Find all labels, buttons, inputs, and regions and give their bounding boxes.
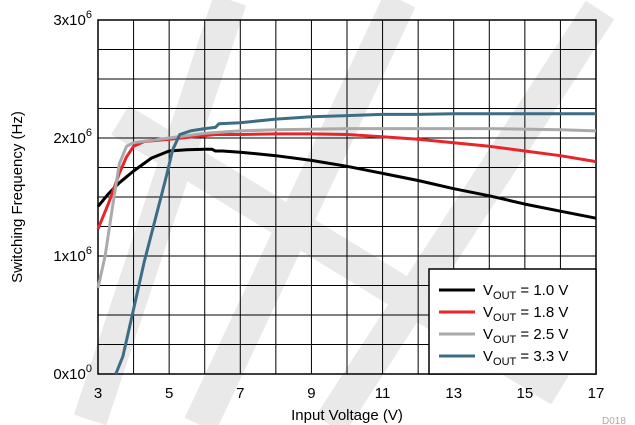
legend-label: VOUT = 1.0 V xyxy=(483,282,568,302)
x-tick-labels: 3 5 7 9 11 13 15 17 xyxy=(94,385,605,402)
series-line-2 xyxy=(96,132,597,230)
x-tick-label: 9 xyxy=(307,385,315,402)
x-tick-label: 15 xyxy=(517,385,534,402)
x-tick-label: 17 xyxy=(588,385,605,402)
x-tick-label: 5 xyxy=(165,385,173,402)
y-tick-label: 1x106 xyxy=(53,245,92,265)
x-tick-label: 13 xyxy=(445,385,462,402)
x-tick-label: 7 xyxy=(236,385,244,402)
legend-box xyxy=(428,268,597,375)
series-layer xyxy=(96,112,597,375)
legend-label: VOUT = 2.5 V xyxy=(483,326,568,346)
legend-label: VOUT = 1.8 V xyxy=(483,304,568,324)
x-tick-label: 3 xyxy=(94,385,102,402)
series-line-1 xyxy=(96,147,597,220)
figure-code: D018 xyxy=(602,416,626,425)
y-tick-label: 0x100 xyxy=(53,363,92,383)
x-axis-label: Input Voltage (V) xyxy=(291,407,403,424)
series-line-4 xyxy=(114,112,596,375)
plot-frame xyxy=(97,19,597,375)
series-line-3 xyxy=(96,127,597,289)
y-axis-label: Switching Frequency (Hz) xyxy=(9,111,26,283)
y-tick-labels: 0x100 1x106 2x106 3x106 xyxy=(53,9,92,383)
x-tick-label: 11 xyxy=(375,385,391,402)
y-tick-label: 2x106 xyxy=(53,127,92,147)
y-tick-label: 3x106 xyxy=(53,9,92,29)
legend-label: VOUT = 3.3 V xyxy=(483,348,568,368)
